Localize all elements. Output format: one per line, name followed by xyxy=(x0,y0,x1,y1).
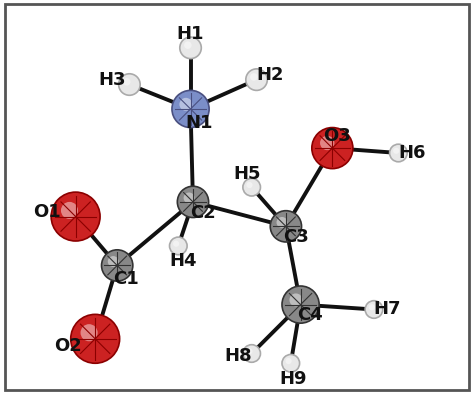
Circle shape xyxy=(243,178,261,196)
Circle shape xyxy=(276,217,287,228)
Circle shape xyxy=(290,294,302,307)
Text: H1: H1 xyxy=(177,25,204,43)
Circle shape xyxy=(246,348,253,354)
Text: N1: N1 xyxy=(186,113,213,132)
Circle shape xyxy=(246,182,253,188)
Circle shape xyxy=(390,144,407,162)
Circle shape xyxy=(282,286,319,323)
Circle shape xyxy=(250,73,258,81)
Circle shape xyxy=(173,241,179,247)
Circle shape xyxy=(393,148,399,154)
Text: H8: H8 xyxy=(224,347,252,365)
Circle shape xyxy=(180,37,201,59)
Text: H9: H9 xyxy=(280,370,307,388)
Circle shape xyxy=(123,78,130,85)
Circle shape xyxy=(108,256,119,267)
Text: O2: O2 xyxy=(55,337,82,355)
Text: C2: C2 xyxy=(190,204,216,222)
Text: C4: C4 xyxy=(298,307,323,324)
Circle shape xyxy=(282,355,300,372)
Circle shape xyxy=(118,74,140,95)
Circle shape xyxy=(51,192,100,241)
Text: H3: H3 xyxy=(99,71,126,89)
Circle shape xyxy=(61,202,78,219)
Text: H5: H5 xyxy=(233,165,261,182)
Circle shape xyxy=(183,193,194,203)
Circle shape xyxy=(270,211,301,242)
Text: O3: O3 xyxy=(323,127,351,145)
Text: C1: C1 xyxy=(113,270,139,288)
Text: H7: H7 xyxy=(374,301,401,318)
Circle shape xyxy=(312,128,353,169)
Circle shape xyxy=(320,136,335,150)
Circle shape xyxy=(243,345,261,362)
Text: O1: O1 xyxy=(33,203,61,221)
Circle shape xyxy=(101,250,133,281)
Text: H6: H6 xyxy=(398,144,426,162)
Circle shape xyxy=(285,358,292,364)
Circle shape xyxy=(170,237,187,255)
Circle shape xyxy=(184,41,191,49)
Circle shape xyxy=(246,69,267,90)
Text: H2: H2 xyxy=(256,66,284,84)
Circle shape xyxy=(179,98,192,111)
Circle shape xyxy=(369,304,375,310)
Circle shape xyxy=(172,90,209,128)
Text: H4: H4 xyxy=(170,252,197,269)
Circle shape xyxy=(177,186,209,217)
Circle shape xyxy=(81,324,98,341)
Circle shape xyxy=(365,301,383,318)
Circle shape xyxy=(71,314,119,363)
Text: C3: C3 xyxy=(283,228,309,246)
